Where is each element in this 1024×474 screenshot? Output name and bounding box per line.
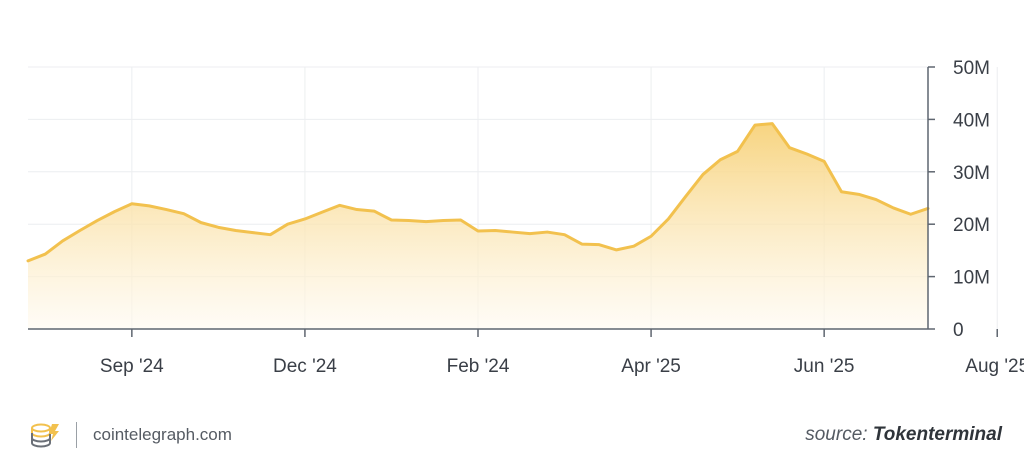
brand-divider xyxy=(76,422,77,448)
x-tick-label: Jun '25 xyxy=(794,356,855,377)
chart: 0 10M 20M 30M 40M 50M Sep '24 Dec '24 Feb '24 Apr… xyxy=(26,58,1024,377)
x-tick-label: Apr '25 xyxy=(621,356,681,377)
brand-name[interactable]: cointelegraph.com xyxy=(93,425,232,444)
source-credit: source: Tokenterminal xyxy=(805,424,1002,446)
source-name: Tokenterminal xyxy=(872,424,1002,445)
x-tick-label: Dec '24 xyxy=(273,356,337,377)
cointelegraph-logo-icon xyxy=(31,423,59,448)
y-tick-label: 40M xyxy=(953,110,990,131)
chart-footer: cointelegraph.com source: Tokenterminal xyxy=(0,410,1024,460)
x-tick-label: Aug '25 xyxy=(965,356,1024,377)
y-tick-label: 0 xyxy=(953,320,964,341)
x-tick-label: Sep '24 xyxy=(100,356,164,377)
series-line xyxy=(26,122,930,263)
chart-tick-labels: 0 10M 20M 30M 40M 50M Sep '24 Dec '24 Feb '24 Apr… xyxy=(100,58,1024,377)
y-tick-label: 10M xyxy=(953,268,990,289)
y-tick-label: 20M xyxy=(953,215,990,236)
brand: cointelegraph.com xyxy=(28,418,232,452)
chart-axes xyxy=(28,66,998,337)
y-tick-label: 30M xyxy=(953,163,990,184)
y-tick-label: 50M xyxy=(953,58,990,79)
x-tick-label: Feb '24 xyxy=(447,356,510,377)
source-prefix: source: xyxy=(805,424,868,445)
